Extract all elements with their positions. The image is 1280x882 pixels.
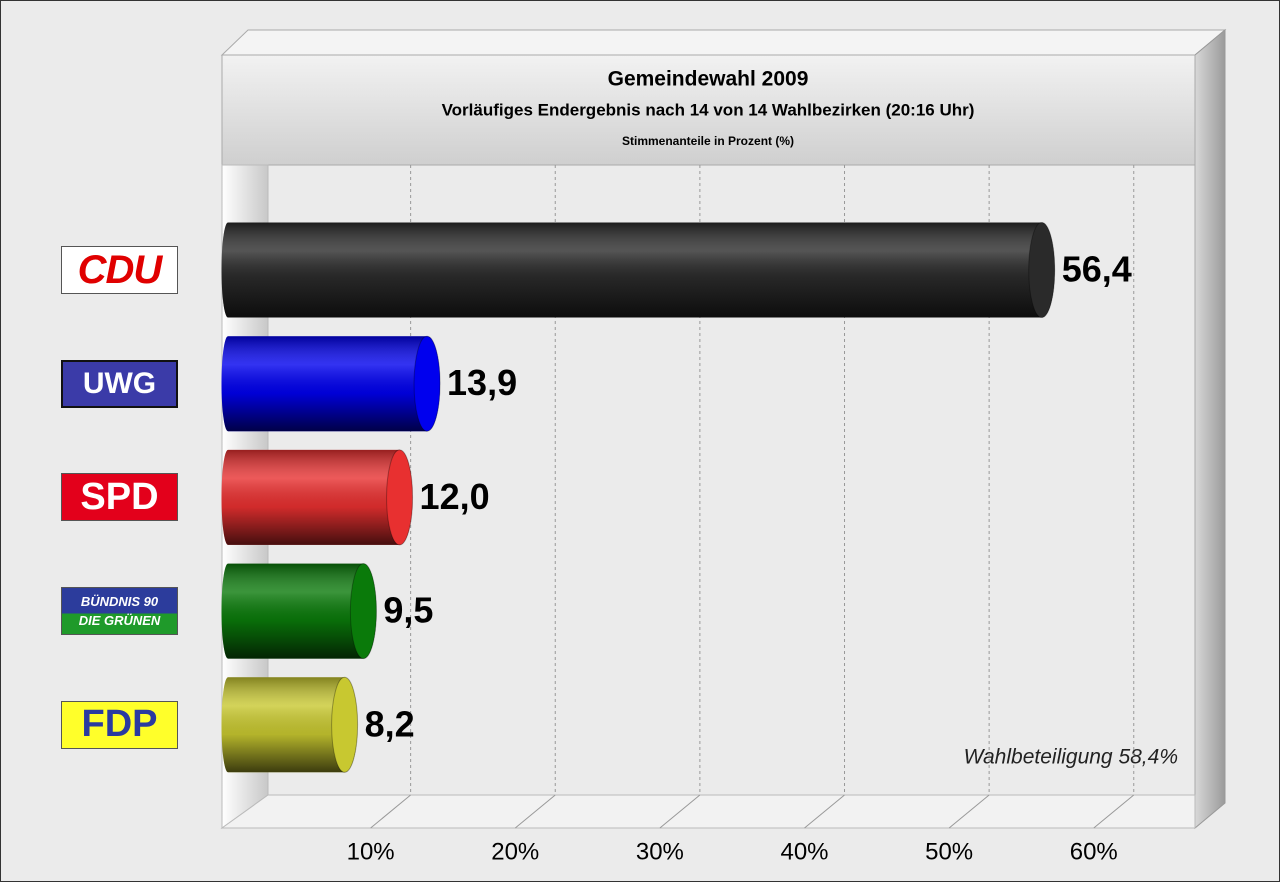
bar-cap [349,563,377,660]
floor [220,794,1196,829]
chart-note: Stimmenanteile in Prozent (%) [622,134,794,148]
x-tick-label: 50% [925,838,973,865]
bar-shading [221,563,377,659]
bar-shading [221,449,413,545]
bar-cap [331,676,359,773]
grid-line-floor [514,794,556,829]
x-tick-label: 40% [780,838,828,865]
value-label: 13,9 [447,362,517,403]
value-label: 8,2 [365,703,415,744]
grid-line-floor [370,794,411,829]
value-label: 12,0 [420,476,490,517]
bar-cap [1028,222,1056,318]
grid-line-floor [1093,794,1135,829]
chart-subtitle: Vorläufiges Endergebnis nach 14 von 14 W… [442,100,975,119]
value-label: 56,4 [1062,249,1132,290]
box-side [1194,28,1226,830]
category-logo: FDP [61,700,178,749]
category-logo: SPD [61,473,178,522]
chart-title: Gemeindewahl 2009 [608,68,809,91]
annotation: Wahlbeteiligung 58,4% [964,746,1178,769]
box-top [220,29,1227,56]
bar-shading [221,222,1055,318]
grid-line-floor [659,794,701,829]
header [221,54,1196,166]
x-tick-label: 20% [491,838,539,865]
bar-cap [386,449,414,546]
grid-line-floor [948,794,990,829]
category-logo: BÜNDNIS 90 DIE GRÜNEN [61,587,178,636]
category-logo: CDU [61,246,178,294]
x-tick-label: 60% [1070,838,1118,865]
bar-shading [221,336,441,432]
plot-area [221,54,1196,829]
x-tick-label: 30% [636,838,684,865]
x-tick-label: 10% [347,838,395,865]
grid-line-floor [804,794,845,829]
value-label: 9,5 [383,590,433,631]
category-logo: UWG [61,359,178,408]
bar-shading [221,677,358,773]
bar-cap [413,335,441,432]
